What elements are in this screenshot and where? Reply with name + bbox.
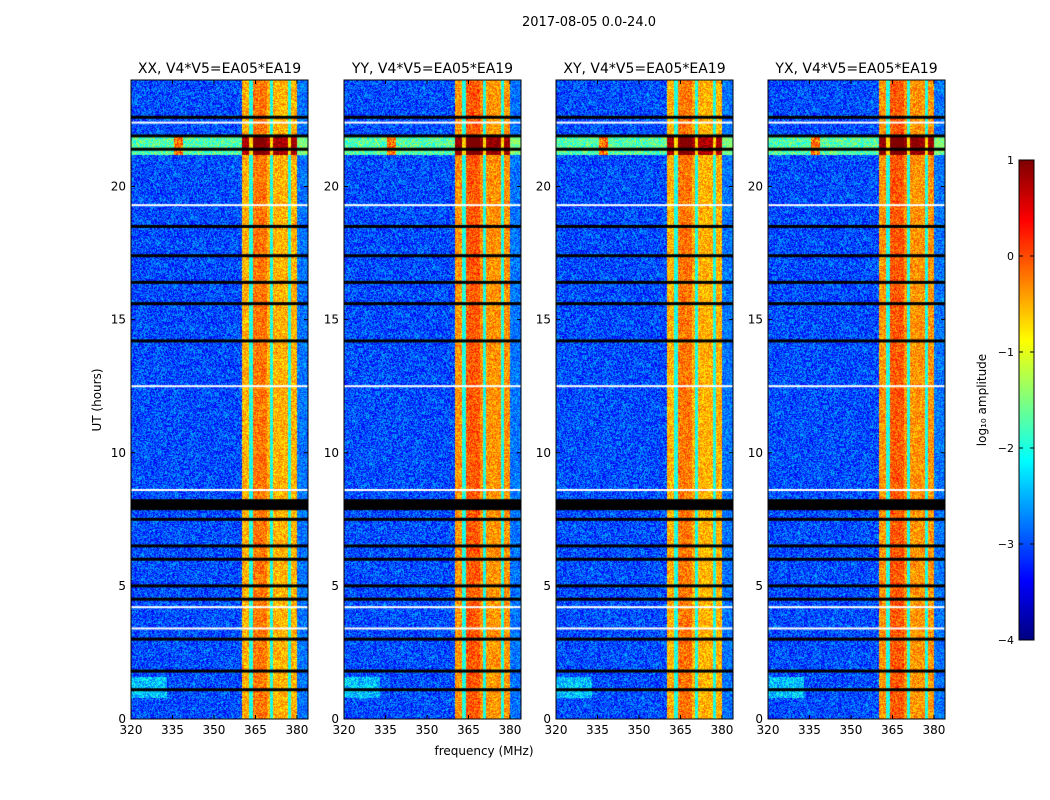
x-tick-label: 380 bbox=[498, 723, 521, 737]
axes-frame bbox=[343, 79, 522, 720]
y-tick-label: 20 bbox=[748, 180, 763, 194]
y-tick-label: 0 bbox=[543, 712, 551, 726]
x-tick-label: 380 bbox=[285, 723, 308, 737]
x-tick-label: 350 bbox=[840, 723, 863, 737]
heatmap-yx bbox=[768, 80, 945, 719]
colorbar-tick-label: −3 bbox=[998, 538, 1014, 551]
x-tick-label: 335 bbox=[586, 723, 609, 737]
x-tick-label: 365 bbox=[457, 723, 480, 737]
colorbar bbox=[1019, 160, 1034, 640]
heatmap-xy bbox=[556, 80, 733, 719]
y-tick-label: 15 bbox=[536, 313, 551, 327]
y-tick-label: 10 bbox=[748, 446, 763, 460]
y-tick-label: 10 bbox=[536, 446, 551, 460]
x-tick-label: 320 bbox=[545, 723, 568, 737]
y-tick-label: 5 bbox=[118, 579, 126, 593]
y-tick-label: 5 bbox=[331, 579, 339, 593]
y-tick-label: 10 bbox=[111, 446, 126, 460]
colorbar-frame bbox=[1018, 159, 1035, 641]
colorbar-tick-label: −2 bbox=[998, 442, 1014, 455]
colorbar-tick-label: 1 bbox=[1007, 154, 1014, 167]
axes-frame bbox=[130, 79, 309, 720]
y-tick-label: 0 bbox=[118, 712, 126, 726]
x-axis-label: frequency (MHz) bbox=[434, 744, 533, 758]
x-tick-label: 335 bbox=[374, 723, 397, 737]
panel-title: XX, V4*V5=EA05*EA19 bbox=[138, 61, 301, 77]
colorbar-tick-label: −4 bbox=[998, 634, 1014, 647]
colorbar-tick-label: −1 bbox=[998, 346, 1014, 359]
x-tick-label: 320 bbox=[120, 723, 143, 737]
heatmap-xx bbox=[131, 80, 308, 719]
x-tick-label: 350 bbox=[416, 723, 439, 737]
x-tick-label: 380 bbox=[710, 723, 733, 737]
x-tick-label: 350 bbox=[203, 723, 226, 737]
panel-title: XY, V4*V5=EA05*EA19 bbox=[563, 61, 725, 77]
x-tick-label: 350 bbox=[628, 723, 651, 737]
y-tick-label: 10 bbox=[324, 446, 339, 460]
colorbar-tick-label: 0 bbox=[1007, 250, 1014, 263]
y-tick-label: 15 bbox=[111, 313, 126, 327]
y-tick-label: 5 bbox=[755, 579, 763, 593]
heatmap-yy bbox=[344, 80, 521, 719]
y-tick-label: 15 bbox=[324, 313, 339, 327]
x-tick-label: 335 bbox=[161, 723, 184, 737]
figure-title: 2017-08-05 0.0-24.0 bbox=[522, 15, 656, 30]
x-tick-label: 320 bbox=[757, 723, 780, 737]
y-tick-label: 15 bbox=[748, 313, 763, 327]
y-tick-label: 20 bbox=[536, 180, 551, 194]
colorbar-label: log₁₀ amplitude bbox=[975, 354, 989, 446]
panel-title: YY, V4*V5=EA05*EA19 bbox=[351, 61, 513, 77]
x-tick-label: 365 bbox=[881, 723, 904, 737]
y-tick-label: 20 bbox=[324, 180, 339, 194]
axes-frame bbox=[767, 79, 946, 720]
y-tick-label: 0 bbox=[755, 712, 763, 726]
axes-frame bbox=[555, 79, 734, 720]
y-tick-label: 5 bbox=[543, 579, 551, 593]
y-tick-label: 20 bbox=[111, 180, 126, 194]
x-tick-label: 365 bbox=[244, 723, 267, 737]
x-tick-label: 320 bbox=[333, 723, 356, 737]
x-tick-label: 380 bbox=[922, 723, 945, 737]
x-tick-label: 365 bbox=[669, 723, 692, 737]
y-axis-label: UT (hours) bbox=[90, 368, 104, 431]
y-tick-label: 0 bbox=[331, 712, 339, 726]
panel-title: YX, V4*V5=EA05*EA19 bbox=[774, 61, 937, 77]
x-tick-label: 335 bbox=[798, 723, 821, 737]
